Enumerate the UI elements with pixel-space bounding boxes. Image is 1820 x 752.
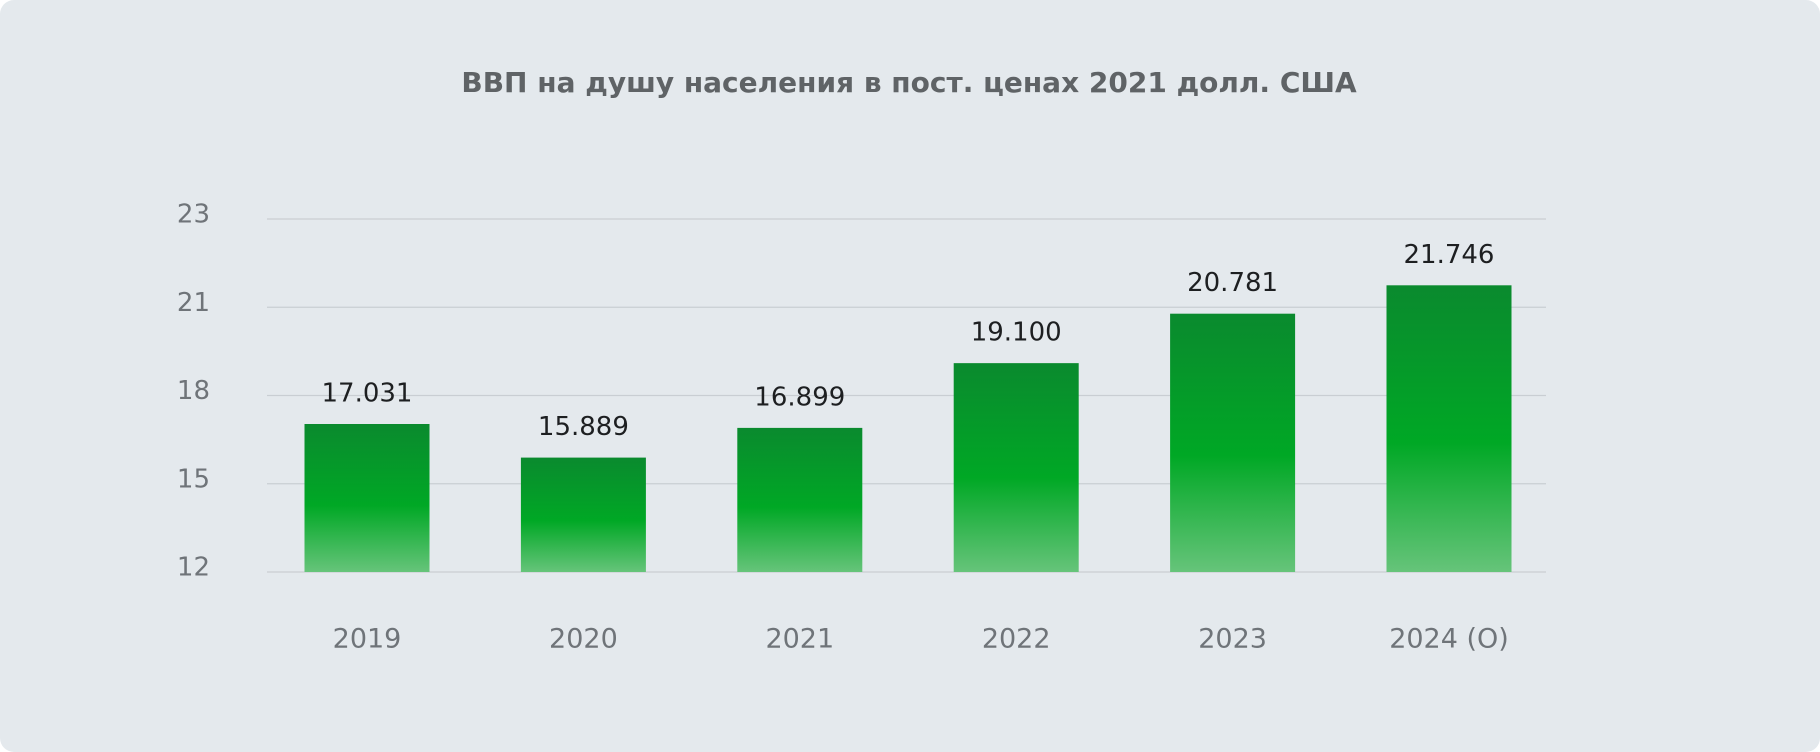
chart-title: ВВП на душу населения в пост. ценах 2021… xyxy=(461,66,1357,99)
value-label: 17.031 xyxy=(322,379,413,409)
x-tick-label: 2024 (О) xyxy=(1389,624,1509,655)
value-label: 21.746 xyxy=(1404,240,1495,270)
bar xyxy=(304,424,430,572)
x-tick-label: 2019 xyxy=(333,624,402,655)
bar xyxy=(953,363,1079,572)
y-tick-label: 21 xyxy=(177,288,210,318)
y-tick-label: 15 xyxy=(177,464,210,494)
x-tick-label: 2023 xyxy=(1198,624,1267,655)
bar xyxy=(737,427,863,572)
x-tick-label: 2020 xyxy=(549,624,618,655)
y-tick-label: 12 xyxy=(177,553,210,583)
y-tick-label: 18 xyxy=(177,376,210,406)
bar xyxy=(520,457,646,572)
value-label: 15.889 xyxy=(538,412,629,442)
x-tick-label: 2021 xyxy=(765,624,834,655)
value-label: 20.781 xyxy=(1187,268,1278,298)
x-tick-label: 2022 xyxy=(982,624,1051,655)
value-label: 19.100 xyxy=(971,318,1062,348)
bar xyxy=(1170,313,1296,572)
y-tick-label: 23 xyxy=(177,200,210,230)
bar xyxy=(1386,285,1512,572)
value-label: 16.899 xyxy=(754,382,845,412)
